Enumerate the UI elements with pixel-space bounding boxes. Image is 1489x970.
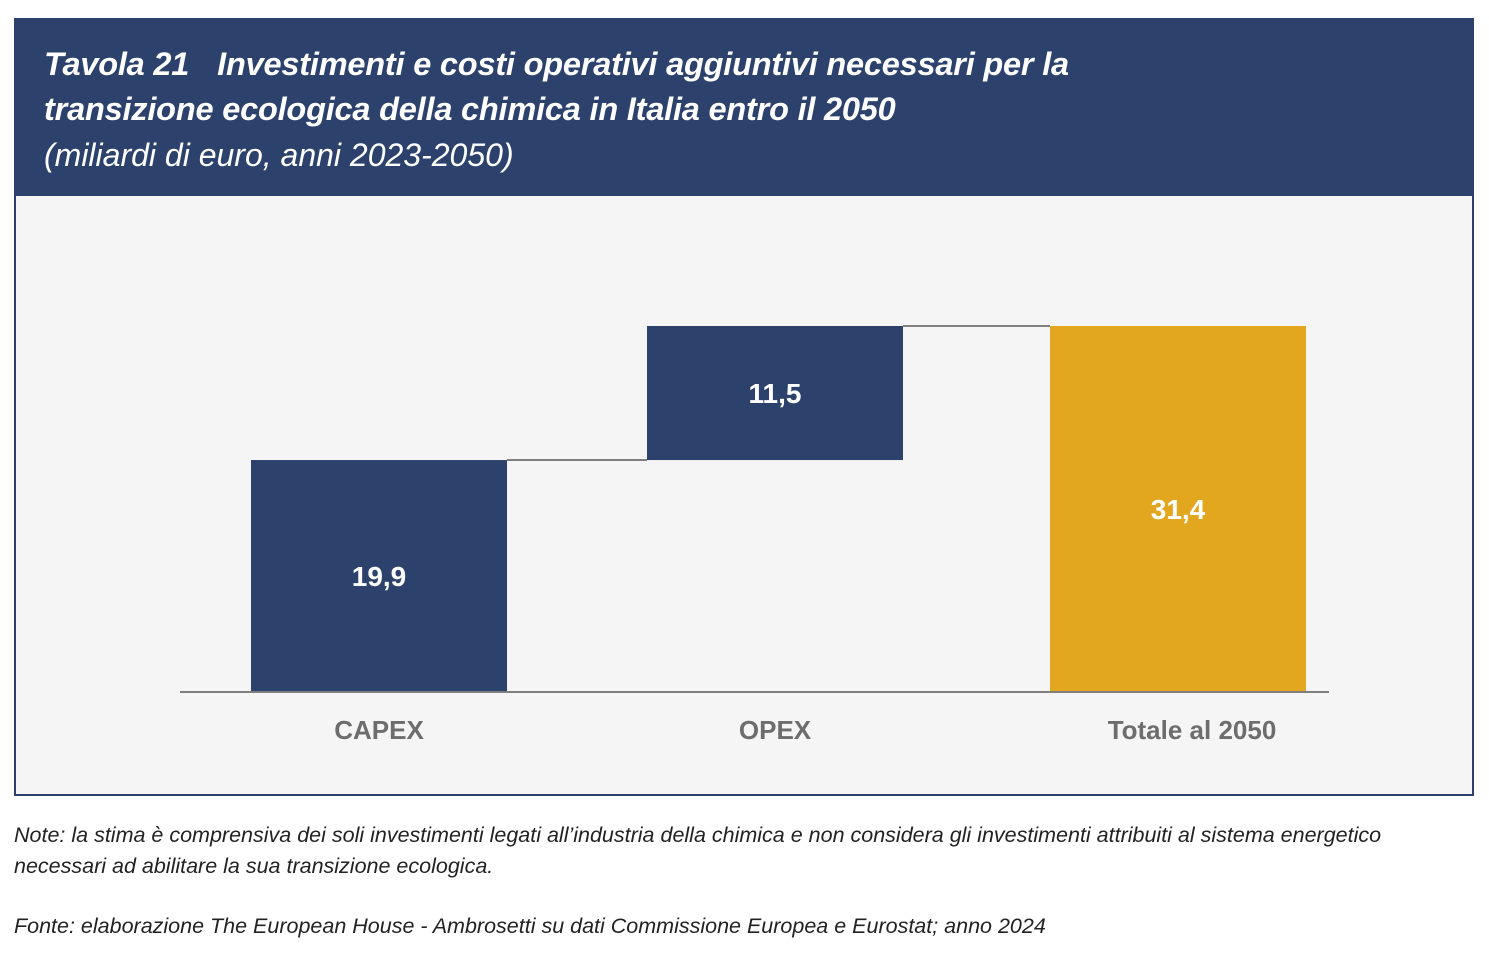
title-line-2: transizione ecologica della chimica in I… bbox=[44, 91, 896, 127]
bar-opex bbox=[647, 326, 903, 461]
chart-source: Fonte: elaborazione The European House -… bbox=[14, 914, 1046, 938]
x-tick-label: CAPEX bbox=[334, 715, 424, 745]
x-tick-label: Totale al 2050 bbox=[1108, 715, 1277, 745]
chart-panel: 19,9 11,5 31,4 CAPEX OPEX Totale al 2050 bbox=[14, 196, 1474, 796]
data-label: 19,9 bbox=[352, 561, 407, 592]
bar-totale-al-2050 bbox=[1050, 326, 1306, 692]
data-label: 31,4 bbox=[1151, 494, 1206, 525]
chart-subtitle: (miliardi di euro, anni 2023-2050) bbox=[44, 137, 514, 173]
waterfall-chart: 19,9 11,5 31,4 CAPEX OPEX Totale al 2050 bbox=[180, 325, 1329, 745]
chart-note: Note: la stima è comprensiva dei soli in… bbox=[14, 823, 1382, 878]
table-number: Tavola 21 bbox=[44, 46, 190, 82]
chart-title: Tavola 21 Investimenti e costi operativi … bbox=[44, 42, 1474, 132]
x-tick-label: OPEX bbox=[739, 715, 812, 745]
bar-capex bbox=[251, 460, 507, 692]
chart-header: Tavola 21 Investimenti e costi operativi … bbox=[14, 18, 1474, 196]
title-line-1: Investimenti e costi operativi aggiuntiv… bbox=[217, 46, 1069, 82]
data-label: 11,5 bbox=[749, 378, 802, 409]
